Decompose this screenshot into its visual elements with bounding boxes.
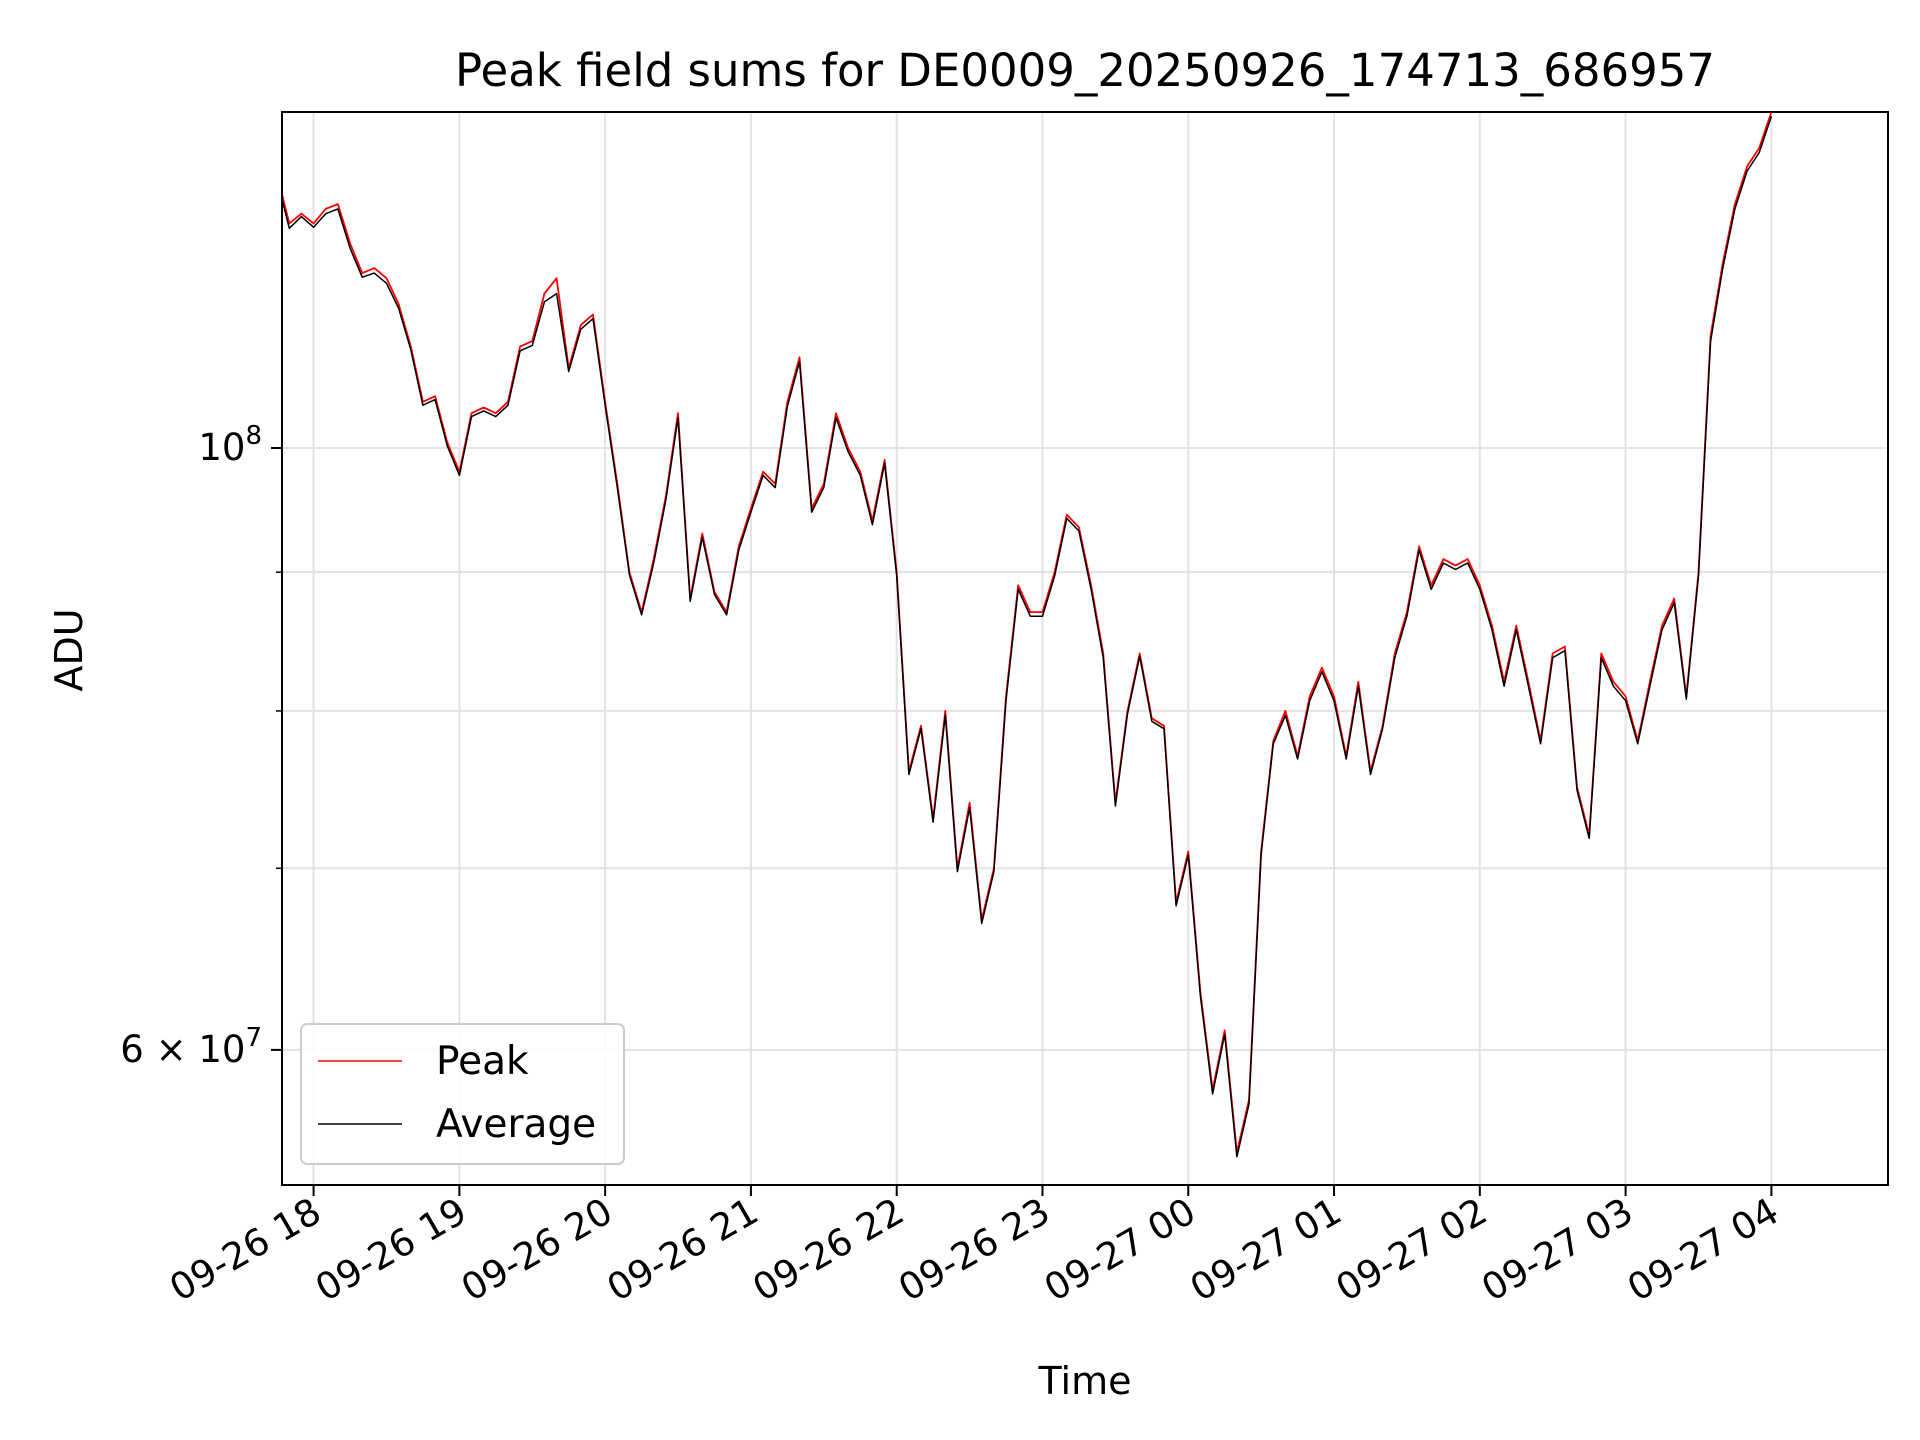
grid (282, 112, 1888, 1185)
series-layer (281, 111, 1773, 1158)
legend-label-average: Average (436, 1102, 596, 1147)
legend: Peak Average (300, 1023, 625, 1165)
y-tick-label: 108 (198, 421, 262, 469)
y-tick-label-base: 6 × 10 (120, 1028, 245, 1071)
plot-frame (281, 111, 1889, 1186)
legend-label-peak: Peak (436, 1039, 529, 1084)
y-axis-label: ADU (47, 608, 91, 691)
series-line-peak (281, 111, 1773, 1154)
chart-title: Peak field sums for DE0009_20250926_1747… (455, 44, 1715, 97)
series-line-average (281, 116, 1773, 1158)
y-tick-label-base: 10 (198, 426, 245, 469)
x-axis-label: Time (1038, 1359, 1132, 1403)
y-tick-label: 6 × 107 (120, 1023, 262, 1071)
legend-box (300, 1023, 625, 1165)
y-tick-label-exponent: 8 (245, 421, 262, 451)
y-tick-label-exponent: 7 (245, 1023, 262, 1053)
